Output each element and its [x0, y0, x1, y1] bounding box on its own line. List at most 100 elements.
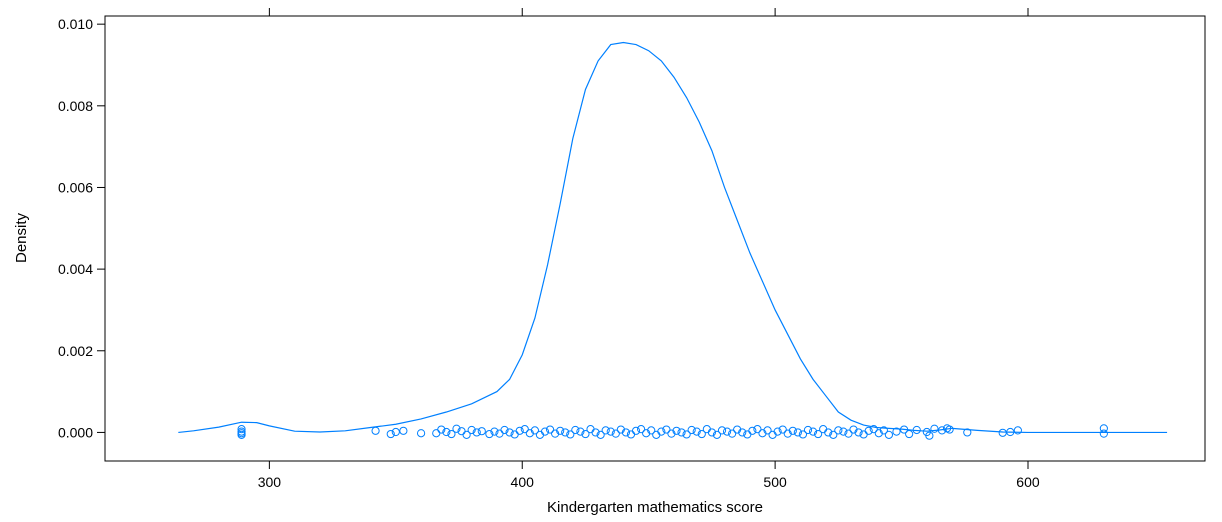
x-tick-label: 600	[1016, 474, 1040, 490]
rug-point	[824, 428, 833, 437]
rug-point	[798, 430, 808, 439]
rug-point	[525, 429, 534, 438]
rug-point	[477, 427, 486, 436]
rug-point	[687, 425, 696, 435]
rug-point	[783, 429, 792, 438]
rug-point	[722, 427, 732, 436]
rug-point	[399, 426, 408, 435]
rug-point	[442, 427, 451, 437]
y-tick-label: 0.006	[58, 179, 93, 195]
rug-point	[998, 428, 1007, 437]
rug-point	[874, 429, 883, 438]
rug-point	[702, 425, 711, 434]
rug-point	[839, 427, 848, 436]
rug-point	[576, 427, 585, 436]
rug-point	[1013, 426, 1022, 435]
rug-point	[606, 427, 615, 436]
rug-point	[738, 428, 747, 437]
rug-point	[545, 425, 555, 434]
rug-point	[819, 425, 828, 434]
rug-point	[733, 425, 742, 434]
rug-point	[697, 429, 706, 439]
rug-point	[905, 429, 914, 439]
rug-point	[416, 429, 426, 438]
rug-point	[753, 425, 762, 434]
y-tick-label: 0.010	[58, 16, 93, 32]
rug-point	[647, 426, 656, 435]
rug-point	[586, 425, 595, 434]
rug-point	[707, 428, 717, 437]
rug-point	[849, 425, 858, 434]
rug-point	[662, 425, 671, 434]
rug-point	[667, 429, 676, 438]
rug-point	[712, 430, 722, 439]
rug-point	[768, 430, 777, 439]
y-axis-title: Density	[13, 212, 30, 263]
rug-point	[763, 426, 772, 435]
plot-frame	[104, 15, 1206, 462]
rug-point	[616, 425, 625, 434]
rug-point	[793, 428, 802, 437]
y-tick-label: 0.004	[58, 261, 93, 277]
rug-point	[561, 428, 570, 437]
rug-point	[758, 429, 767, 438]
rug-point	[657, 427, 666, 436]
rug-point	[472, 428, 481, 437]
density-line	[178, 41, 1168, 434]
x-tick-label: 500	[763, 474, 787, 490]
rug-point	[829, 430, 838, 439]
rug-point	[500, 425, 509, 435]
rug-point	[571, 425, 580, 435]
rug-point	[371, 426, 380, 435]
rug-point	[520, 425, 529, 434]
rug-point	[437, 425, 446, 434]
x-axis-title: Kindergarten mathematics score	[547, 499, 763, 516]
rug-point	[467, 425, 476, 435]
rug-point	[591, 428, 600, 437]
rug-point	[237, 425, 246, 434]
rug-point	[834, 426, 843, 435]
y-tick-label: 0.000	[58, 424, 93, 440]
rug-point	[748, 426, 757, 435]
x-axis: 300 400 500 600	[258, 8, 1040, 490]
rug-point	[556, 426, 565, 435]
rug-point	[930, 424, 939, 433]
rug-point	[803, 425, 813, 435]
rug-point	[566, 430, 575, 439]
rug-point	[652, 430, 661, 439]
rug-point	[611, 429, 620, 438]
rug-point	[814, 429, 823, 439]
rug-point	[844, 429, 853, 438]
rug-point	[717, 426, 727, 435]
rug-point	[621, 428, 631, 437]
rug-point	[551, 429, 560, 438]
rug-point	[773, 427, 782, 436]
rug-point	[462, 430, 471, 439]
rug-point	[788, 426, 797, 435]
x-tick-label: 400	[511, 474, 535, 490]
rug-point	[869, 425, 878, 434]
rug-point	[490, 427, 499, 436]
rug-point	[692, 427, 701, 436]
rug-points	[237, 424, 1108, 440]
y-axis: 0.000 0.002 0.004 0.006 0.008 0.010	[58, 16, 105, 440]
rug-point	[530, 426, 539, 435]
rug-point	[237, 430, 246, 439]
rug-point	[535, 430, 545, 439]
rug-point	[601, 426, 610, 435]
rug-point	[386, 429, 395, 439]
rug-point	[879, 426, 888, 435]
rug-point	[778, 425, 787, 434]
rug-point	[925, 431, 934, 440]
rug-point	[682, 430, 691, 439]
rug-point	[1099, 429, 1108, 438]
rug-point	[485, 429, 494, 439]
rug-point	[636, 425, 646, 434]
y-tick-label: 0.008	[58, 98, 93, 114]
rug-point	[728, 429, 737, 438]
rug-point	[808, 427, 818, 436]
rug-point	[884, 430, 894, 439]
rug-point	[963, 428, 972, 437]
rug-point	[631, 426, 641, 435]
